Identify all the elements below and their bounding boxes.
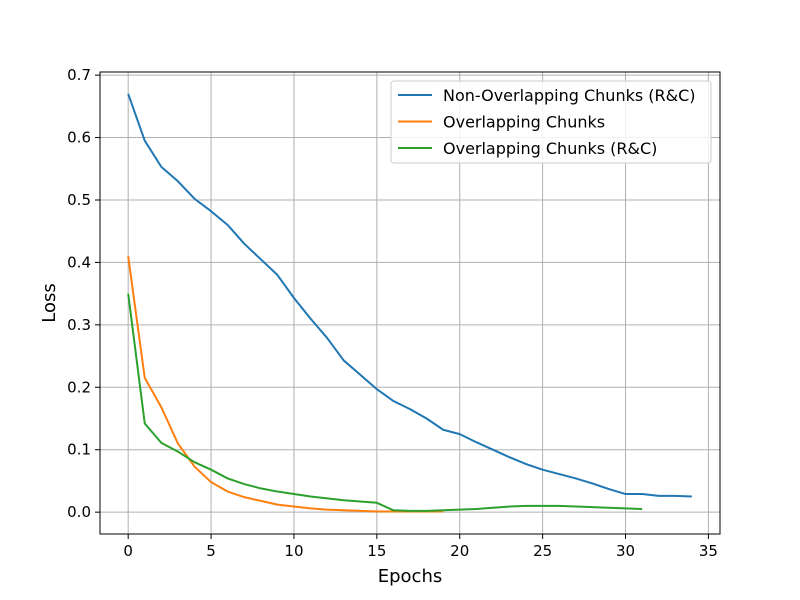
x-tick-label: 20: [450, 542, 469, 560]
x-tick-label: 5: [206, 542, 216, 560]
y-tick-label: 0.2: [67, 378, 91, 396]
y-tick-label: 0.3: [67, 316, 91, 334]
x-tick-label: 25: [533, 542, 552, 560]
y-tick-label: 0.7: [67, 66, 91, 84]
x-tick-label: 10: [284, 542, 303, 560]
legend-box: [390, 80, 712, 164]
series-line-3: [127, 293, 643, 512]
series-line-2: [127, 256, 444, 513]
plot-frame: [99, 71, 721, 535]
series-line-1: [127, 93, 692, 498]
series-lines: [127, 93, 692, 513]
y-tick-label: 0.0: [67, 503, 91, 521]
x-axis-label: Epochs: [378, 566, 443, 587]
x-tick-label: 15: [367, 542, 386, 560]
axis-ticks: 0 5 10 15 20 25 30 35 0.0 0.1 0.2 0.3 0.4 0.5 0.6 0.7: [67, 66, 718, 560]
y-tick-label: 0.4: [67, 253, 91, 271]
legend-label-3: Overlapping Chunks (R&C): [443, 139, 657, 158]
x-tick-label: 35: [699, 542, 718, 560]
x-tick-label: 30: [616, 542, 635, 560]
y-tick-label: 0.1: [67, 441, 91, 459]
y-tick-label: 0.6: [67, 129, 91, 147]
legend-label-1: Non-Overlapping Chunks (R&C): [443, 86, 696, 105]
y-tick-label: 0.5: [67, 191, 91, 209]
legend-label-2: Overlapping Chunks: [443, 113, 605, 132]
x-tick-label: 0: [123, 542, 133, 560]
legend: Non-Overlapping Chunks (R&C) Overlapping …: [390, 80, 712, 164]
y-axis-label: Loss: [39, 283, 60, 322]
